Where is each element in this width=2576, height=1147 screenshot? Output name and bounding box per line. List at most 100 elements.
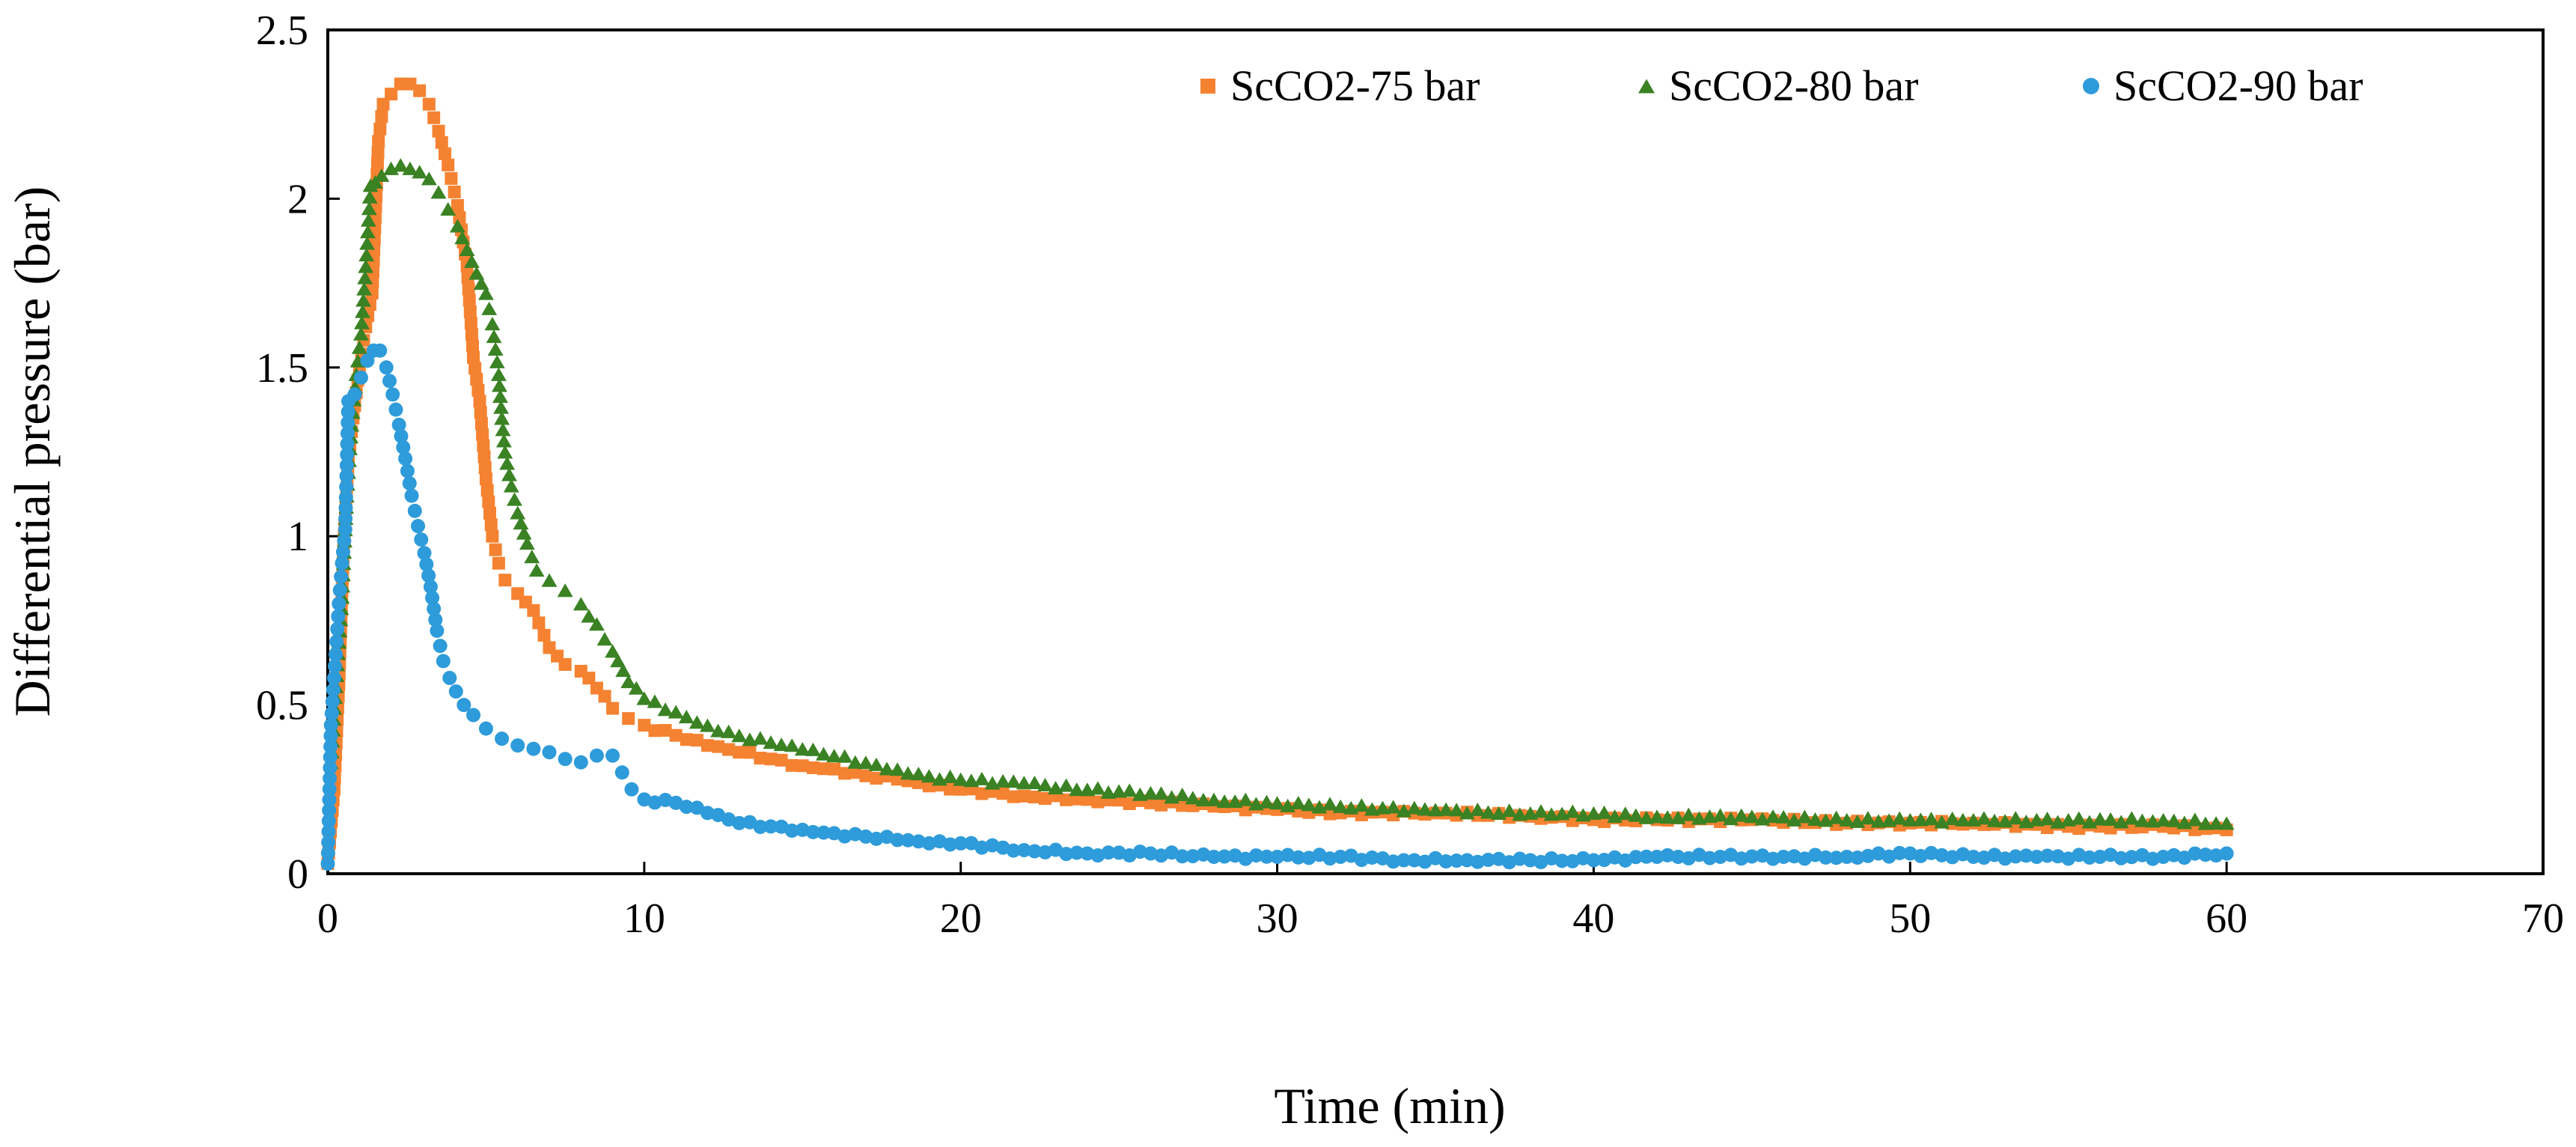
data-point: [1155, 798, 1168, 812]
data-point: [891, 773, 904, 786]
data-point: [477, 286, 494, 300]
data-point: [326, 671, 341, 686]
data-point: [330, 621, 345, 636]
data-point: [347, 387, 362, 402]
data-point: [325, 694, 340, 709]
data-point: [1259, 794, 1275, 809]
data-point: [648, 724, 662, 737]
data-point: [329, 634, 344, 649]
data-point: [1850, 851, 1865, 865]
data-point: [372, 135, 385, 148]
y-axis-ticks: 0 0.5 1 1.5 2 2.5: [256, 7, 340, 898]
data-point: [1923, 812, 1939, 826]
data-point: [1397, 853, 1411, 868]
data-point: [921, 836, 936, 851]
data-point: [421, 568, 436, 583]
x-tick-label: 30: [1257, 895, 1298, 942]
data-point: [1955, 812, 1971, 827]
data-point: [476, 428, 489, 441]
data-point: [1596, 805, 1612, 819]
data-point: [467, 350, 480, 364]
data-point: [1174, 787, 1191, 801]
data-point: [385, 88, 398, 101]
data-point: [331, 609, 346, 624]
data-point: [1986, 813, 2003, 827]
data-point: [526, 741, 541, 756]
data-point: [542, 745, 557, 760]
data-point: [2072, 822, 2086, 836]
data-point: [320, 856, 335, 871]
data-point: [351, 340, 367, 354]
data-point: [375, 110, 388, 124]
data-point: [752, 731, 769, 745]
data-point: [510, 738, 525, 753]
data-point: [1176, 799, 1189, 812]
data-point: [528, 563, 545, 577]
data-point: [360, 213, 376, 227]
data-point: [558, 752, 573, 767]
data-point: [1058, 778, 1075, 792]
data-point: [975, 787, 989, 800]
data-point: [558, 658, 572, 672]
data-point: [1712, 808, 1729, 822]
data-point: [532, 616, 546, 630]
data-point: [953, 836, 968, 851]
data-point: [847, 755, 864, 769]
data-point: [974, 771, 990, 785]
data-point: [582, 672, 596, 685]
data-point: [322, 782, 337, 797]
data-point: [1121, 783, 1138, 797]
data-point: [1111, 784, 1127, 798]
data-point: [596, 632, 613, 646]
data-point: [598, 690, 611, 703]
data-point: [2145, 814, 2161, 828]
data-point: [2102, 812, 2119, 826]
data-point: [419, 557, 434, 572]
data-point: [457, 698, 471, 713]
series-scco2-90-bar: [320, 343, 2234, 871]
data-point: [492, 556, 505, 570]
data-point: [498, 574, 512, 587]
data-point: [2093, 849, 2108, 864]
data-point: [1407, 853, 1422, 868]
data-point: [722, 743, 736, 756]
data-point: [2113, 815, 2129, 829]
data-point: [2113, 851, 2128, 865]
data-point: [690, 734, 703, 747]
data-point: [507, 492, 522, 506]
data-point: [1660, 848, 1675, 862]
data-point: [1206, 792, 1222, 806]
data-point: [329, 647, 344, 662]
data-point: [1480, 805, 1496, 819]
data-point: [1217, 849, 1232, 864]
data-point: [352, 326, 369, 341]
data-point: [537, 628, 551, 642]
data-point: [340, 426, 355, 441]
legend: ScCO2-75 bar ScCO2-80 bar ScCO2-90 bar: [1200, 61, 2363, 110]
data-point: [806, 761, 820, 774]
data-point: [337, 533, 352, 548]
data-point: [1934, 815, 1950, 829]
y-tick-label: 0: [287, 851, 308, 898]
data-point: [423, 579, 438, 594]
data-point: [1090, 781, 1106, 795]
data-point: [323, 728, 338, 743]
data-point: [355, 304, 370, 318]
legend-label: ScCO2-90 bar: [2113, 61, 2363, 110]
y-tick-label: 2: [287, 176, 308, 222]
data-point: [636, 691, 653, 705]
data-point: [1533, 804, 1549, 818]
data-point: [359, 236, 376, 250]
data-point: [1060, 793, 1073, 806]
data-point: [942, 769, 959, 783]
legend-marker: [1638, 79, 1655, 94]
data-point: [320, 845, 335, 860]
data-point: [335, 544, 350, 559]
data-point: [775, 753, 788, 767]
y-tick-label: 2.5: [256, 7, 308, 54]
data-point: [1702, 851, 1717, 865]
data-point: [379, 360, 394, 375]
data-point: [1069, 845, 1084, 860]
data-point: [858, 829, 873, 844]
data-point: [510, 505, 526, 520]
